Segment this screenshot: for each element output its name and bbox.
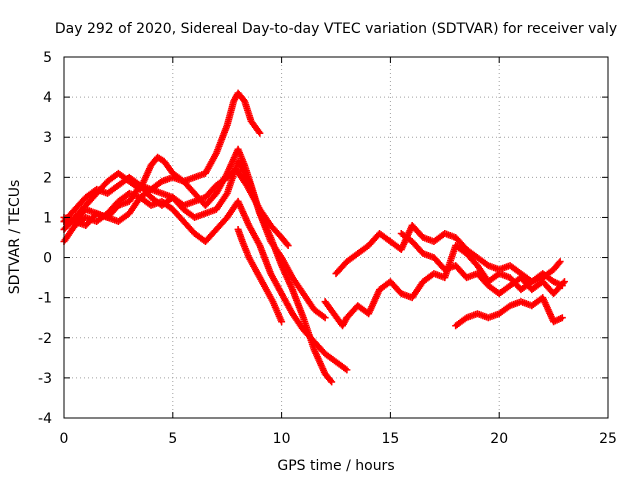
series-track-k bbox=[452, 294, 566, 330]
data-point bbox=[255, 128, 263, 136]
x-tick-label: 15 bbox=[381, 431, 399, 447]
axis-ticks: 0 5 10 15 20 25 -4 -3 -2 -1 0 1 2 3 4 5 bbox=[38, 50, 617, 447]
x-tick-label: 20 bbox=[490, 431, 508, 447]
data-point bbox=[559, 279, 567, 287]
y-tick-label: 5 bbox=[43, 50, 52, 66]
x-axis-label: GPS time / hours bbox=[277, 458, 394, 474]
data-point bbox=[256, 129, 264, 137]
plot-frame bbox=[63, 56, 609, 419]
chart-title: Day 292 of 2020, Sidereal Day-to-day VTE… bbox=[55, 21, 617, 37]
data-point bbox=[284, 242, 292, 250]
x-tick-label: 10 bbox=[273, 431, 291, 447]
grid-lines bbox=[64, 57, 608, 418]
x-tick-label: 0 bbox=[60, 431, 69, 447]
data-point bbox=[558, 314, 566, 322]
data-points bbox=[60, 89, 568, 386]
data-point bbox=[343, 366, 351, 374]
series-track-g bbox=[321, 298, 351, 330]
data-point bbox=[560, 278, 568, 286]
data-point bbox=[328, 378, 336, 386]
series-track-i bbox=[343, 242, 566, 322]
series-track-d bbox=[60, 157, 329, 322]
y-tick-label: -3 bbox=[38, 371, 52, 387]
y-tick-label: 1 bbox=[43, 210, 52, 226]
y-tick-label: 2 bbox=[43, 170, 52, 186]
y-tick-label: -4 bbox=[38, 411, 52, 427]
y-tick-label: -2 bbox=[38, 331, 52, 347]
y-axis-label: SDTVAR / TECUs bbox=[7, 180, 23, 295]
x-tick-label: 5 bbox=[168, 431, 177, 447]
x-tick-label: 25 bbox=[599, 431, 617, 447]
data-point bbox=[278, 318, 286, 326]
y-tick-label: 0 bbox=[43, 251, 52, 267]
series-track-f bbox=[234, 225, 286, 326]
series-track-c bbox=[60, 189, 351, 374]
data-point bbox=[555, 259, 563, 267]
data-point bbox=[321, 314, 329, 322]
y-tick-label: 4 bbox=[43, 90, 52, 106]
series-track-b bbox=[60, 145, 336, 386]
series-track-j bbox=[397, 229, 568, 298]
y-tick-label: 3 bbox=[43, 130, 52, 146]
data-point bbox=[556, 258, 564, 266]
y-tick-label: -1 bbox=[38, 291, 52, 307]
data-point bbox=[327, 377, 335, 385]
data-point bbox=[283, 240, 291, 248]
